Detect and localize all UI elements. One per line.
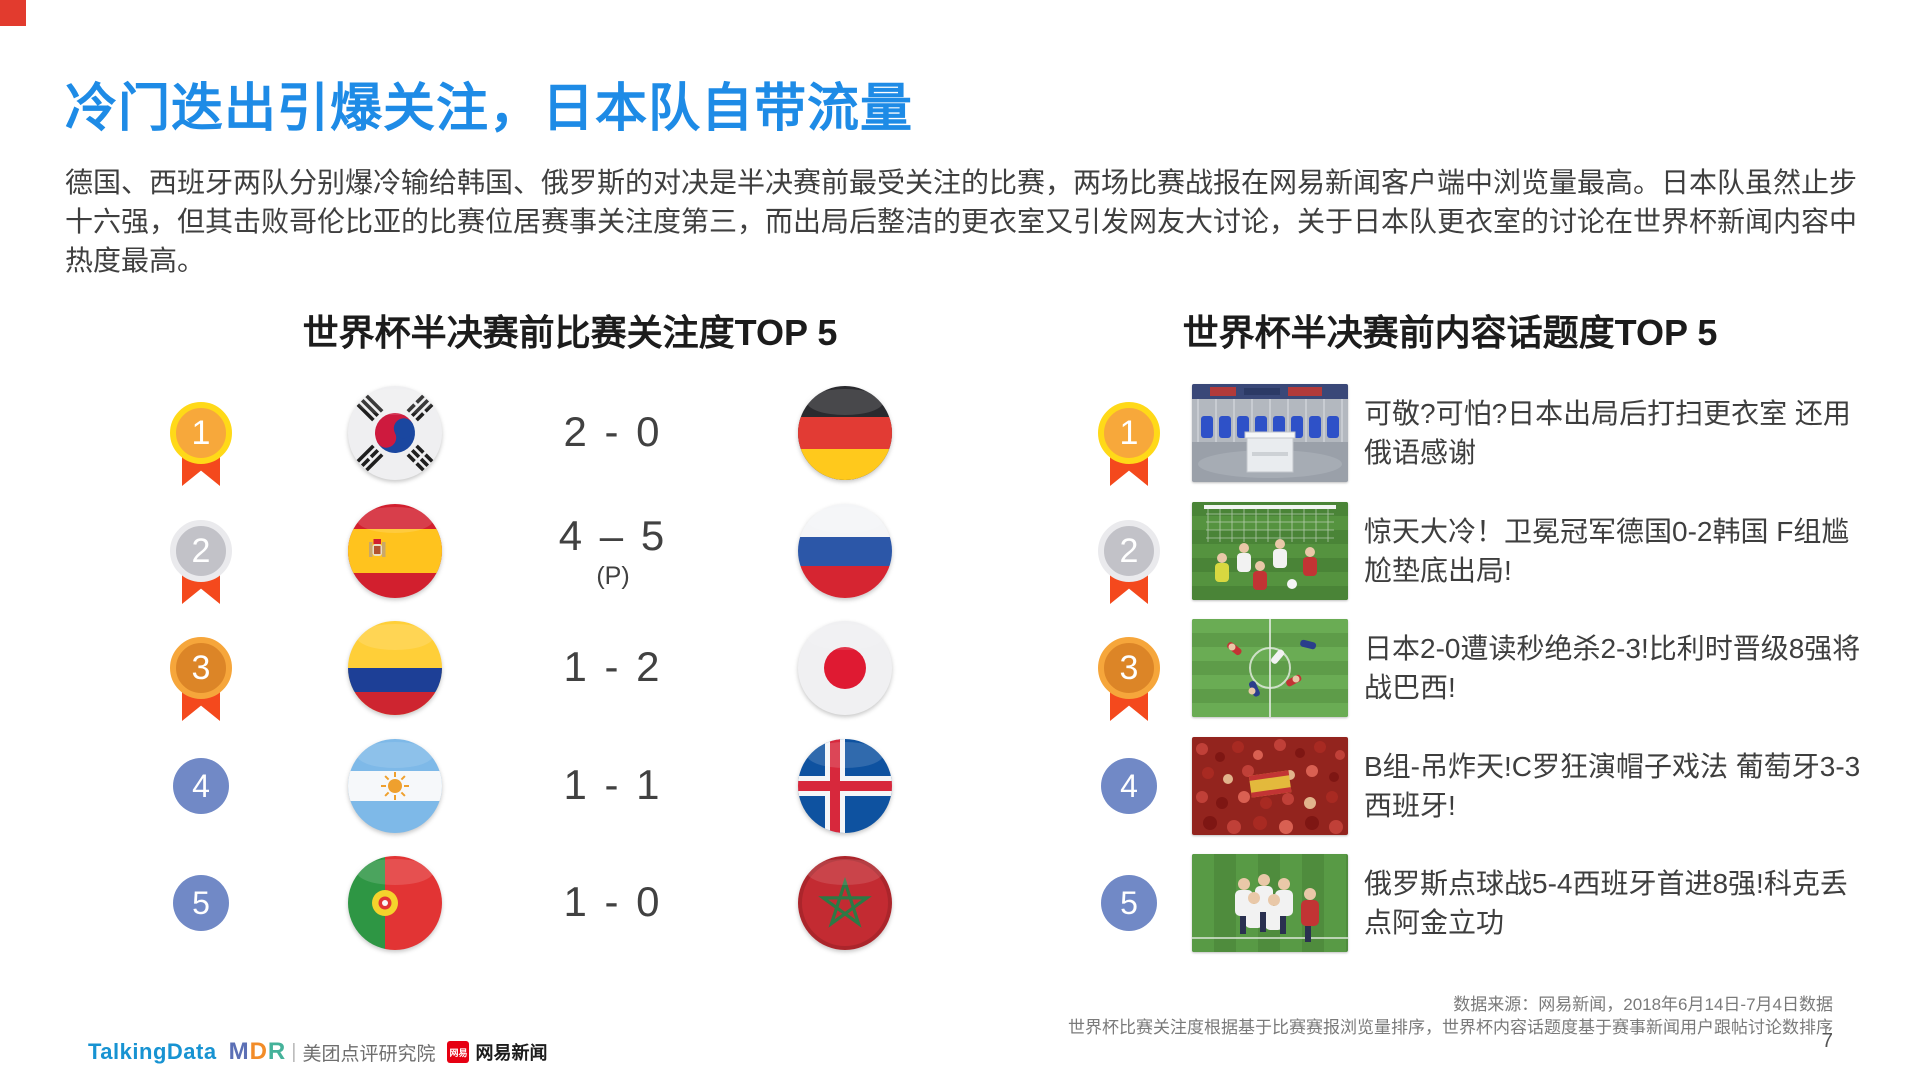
match-row-3: 3 1 - 2 [140, 615, 950, 721]
content-topics-header: 世界杯半决赛前内容话题度TOP 5 [1182, 312, 1718, 353]
score-text: 1 - 2 [563, 643, 663, 690]
news-thumbnail-fans-crowd [1192, 737, 1348, 835]
page-title: 冷门迭出引爆关注，日本队自带流量 [65, 80, 914, 138]
rank-1-medal: 1 [170, 402, 232, 486]
netease-news-logo: 网易 网易新闻 [447, 1039, 547, 1065]
netease-badge-icon: 网易 [447, 1041, 470, 1063]
flag-russia-icon [797, 503, 893, 599]
match-row-5: 5 1 - 0 [140, 850, 950, 956]
rank-number: 2 [170, 520, 232, 582]
mdr-letter-d: D [249, 1038, 267, 1065]
rank-number: 3 [170, 637, 232, 699]
flag-argentina-icon [347, 738, 443, 834]
rank-number: 5 [1101, 875, 1157, 931]
data-source-note: 数据来源：网易新闻，2018年6月14日-7月4日数据 世界杯比赛关注度根据基于… [1068, 993, 1833, 1039]
rank-number: 5 [173, 875, 229, 931]
news-headline: 可敬?可怕?日本出局后打扫更衣室 还用俄语感谢 [1364, 398, 1851, 468]
rank-4-medal: 4 [1101, 758, 1157, 814]
score-row-1: 2 - 0 [513, 380, 713, 486]
news-thumbnail-germany-korea [1192, 502, 1348, 600]
score-text: 1 - 1 [563, 761, 663, 808]
flag-colombia-icon [347, 620, 443, 716]
meituan-research-label: 美团点评研究院 [302, 1043, 436, 1065]
flag-portugal-icon [347, 855, 443, 951]
rank-1-medal: 1 [1098, 402, 1160, 486]
score-text: 1 - 0 [563, 878, 663, 925]
topic-row-4: 4 B组-吊炸天!C罗狂演帽子戏法 葡萄牙3-3西班牙! [1098, 733, 1888, 839]
rank-2-medal: 2 [170, 520, 232, 604]
rank-number: 2 [1098, 520, 1160, 582]
news-headline: B组-吊炸天!C罗狂演帽子戏法 葡萄牙3-3西班牙! [1364, 751, 1861, 821]
score-row-2: 4 – 5 (P) [513, 498, 713, 604]
score-row-4: 1 - 1 [513, 733, 713, 839]
penalty-note: (P) [596, 561, 630, 590]
flag-japan-icon [797, 620, 893, 716]
mdr-letter-r: R [267, 1038, 286, 1065]
news-thumbnail-japan-belgium [1192, 619, 1348, 717]
topic-row-3: 3 日本2-0遭读秒绝杀2-3!比利时晋级8强将战巴西! [1098, 615, 1888, 721]
topic-row-2: 2 惊天大冷！卫冕冠军德国0-2韩国 F组尴尬垫底出局! [1098, 498, 1888, 604]
news-thumbnail-russia-celebration [1192, 854, 1348, 952]
flag-germany-icon [797, 385, 893, 481]
rank-number: 4 [1101, 758, 1157, 814]
rank-4-medal: 4 [173, 758, 229, 814]
rank-3-medal: 3 [1098, 637, 1160, 721]
netease-news-label: 网易新闻 [475, 1043, 548, 1063]
rank-number: 4 [173, 758, 229, 814]
match-row-4: 4 1 - 1 [140, 733, 950, 839]
news-headline: 日本2-0遭读秒绝杀2-3!比利时晋级8强将战巴西! [1364, 633, 1861, 703]
rank-number: 1 [1098, 402, 1160, 464]
flag-morocco-icon [797, 855, 893, 951]
rank-number: 3 [1098, 637, 1160, 699]
topic-row-5: 5 俄罗斯点球战5-4西班牙首进8强!科克丢点阿金立功 [1098, 850, 1888, 956]
score-row-3: 1 - 2 [513, 615, 713, 721]
score-text: 4 – 5 [558, 511, 668, 559]
page-number: 7 [1821, 1030, 1833, 1052]
news-thumbnail-locker-room [1192, 384, 1348, 482]
match-attention-header: 世界杯半决赛前比赛关注度TOP 5 [302, 312, 838, 353]
flag-spain-icon [347, 503, 443, 599]
talkingdata-logo: TalkingData [88, 1039, 217, 1064]
flag-iceland-icon [797, 738, 893, 834]
rank-5-medal: 5 [1101, 875, 1157, 931]
match-row-2: 2 4 – 5 (P) [140, 498, 950, 604]
news-headline: 惊天大冷！卫冕冠军德国0-2韩国 F组尴尬垫底出局! [1364, 516, 1850, 586]
intro-paragraph: 德国、西班牙两队分别爆冷输给韩国、俄罗斯的对决是半决赛前最受关注的比赛，两场比赛… [65, 167, 1858, 276]
news-headline: 俄罗斯点球战5-4西班牙首进8强!科克丢点阿金立功 [1364, 868, 1848, 938]
match-row-1: 1 2 - 0 [140, 380, 950, 486]
corner-accent [0, 0, 26, 26]
rank-5-medal: 5 [173, 875, 229, 931]
mdr-letter-m: M [228, 1038, 249, 1065]
data-source-line2: 世界杯比赛关注度根据基于比赛赛报浏览量排序，世界杯内容话题度基于赛事新闻用户跟帖… [1068, 1018, 1833, 1037]
data-source-line1: 数据来源：网易新闻，2018年6月14日-7月4日数据 [1453, 995, 1833, 1014]
logo-divider: | [291, 1040, 297, 1063]
score-text: 2 - 0 [563, 408, 663, 455]
rank-2-medal: 2 [1098, 520, 1160, 604]
rank-number: 1 [170, 402, 232, 464]
flag-south-korea-icon [347, 385, 443, 481]
topic-row-1: 1 可敬?可怕?日本出局后打扫更衣室 还用俄语感谢 [1098, 380, 1888, 486]
rank-3-medal: 3 [170, 637, 232, 721]
score-row-5: 1 - 0 [513, 850, 713, 956]
